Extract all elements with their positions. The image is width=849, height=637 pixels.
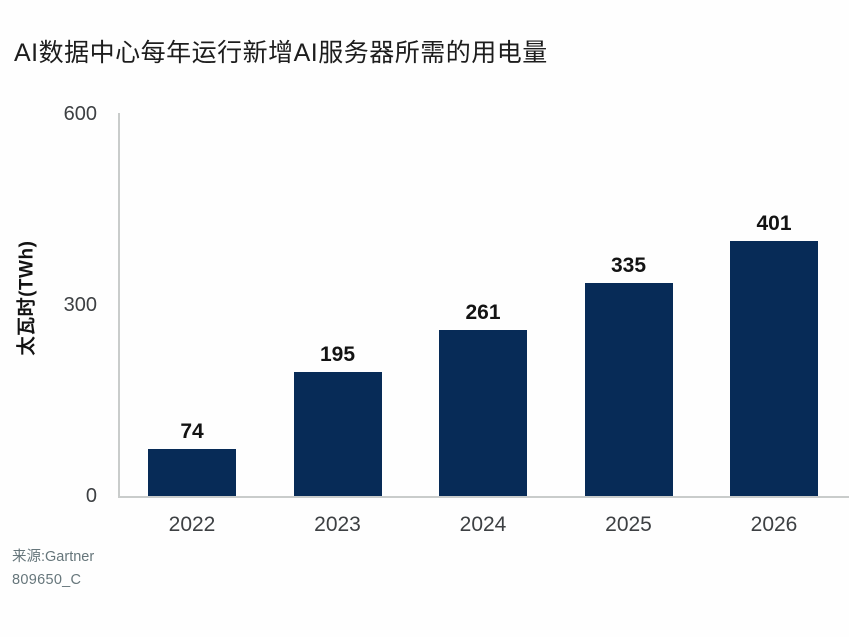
- x-axis-baseline: [118, 496, 849, 498]
- bar-2025: [584, 282, 673, 496]
- bar-2022: [148, 448, 236, 496]
- bar-value-label-2026: 401: [756, 211, 792, 235]
- source-document-id: 809650_C: [12, 572, 82, 588]
- x-tick-label-2023: 2023: [314, 513, 361, 536]
- bar-2026: [730, 240, 818, 496]
- y-axis-title: 太瓦时(TWh): [16, 240, 38, 356]
- x-tick-label-2025: 2025: [605, 513, 652, 536]
- bar-value-label-2025: 335: [610, 253, 647, 277]
- bar-2023: [293, 371, 382, 496]
- chart-title: AI数据中心每年运行新增AI服务器所需的用电量: [14, 39, 548, 67]
- bar-value-label-2023: 195: [319, 342, 356, 366]
- bar-value-label-2022: 74: [180, 419, 204, 443]
- x-tick-label-2022: 2022: [168, 513, 216, 536]
- source-attribution: 来源:Gartner: [12, 549, 95, 565]
- y-axis-line: [118, 113, 120, 498]
- bar-2024: [439, 329, 527, 496]
- bar-value-label-2024: 261: [465, 300, 501, 324]
- x-tick-label-2026: 2026: [750, 513, 798, 536]
- x-tick-label-2024: 2024: [459, 513, 507, 536]
- y-tick-label-600: 600: [63, 103, 97, 125]
- y-tick-label-300: 300: [63, 294, 97, 316]
- y-tick-label-0: 0: [85, 485, 97, 507]
